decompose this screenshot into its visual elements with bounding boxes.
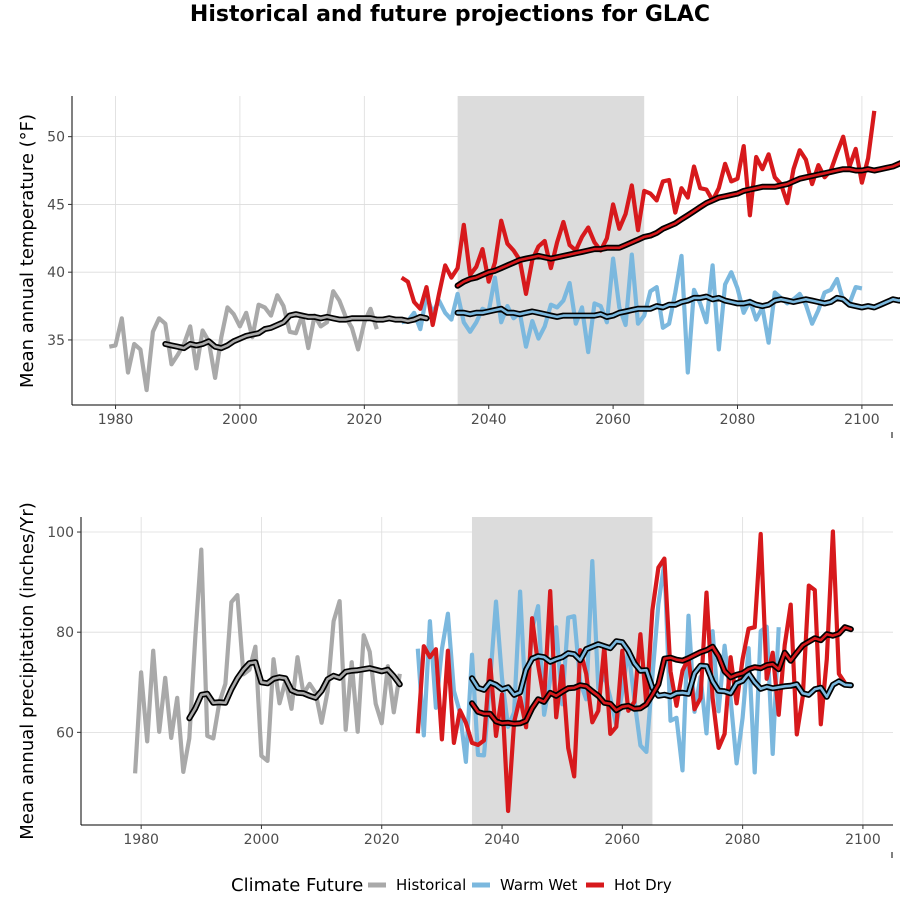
temperature-xtick-label-2000: 2000 — [222, 412, 258, 428]
temperature-xtick-label-2060: 2060 — [595, 412, 631, 428]
precipitation-xtick-label-2000: 2000 — [244, 832, 280, 848]
temperature-ytick-label-45: 45 — [47, 197, 65, 213]
precipitation-series-lines — [133, 529, 854, 814]
precipitation-warm-wet-smooth-line — [470, 639, 853, 699]
precipitation-xtick-label-2020: 2020 — [364, 832, 400, 848]
legend-label-hot-dry: Hot Dry — [614, 876, 672, 894]
temperature-panel: 1980 2000 2020 2040 2060 2080 2100 35 40 45 50 Mea… — [17, 96, 900, 438]
temperature-xtick-label-2040: 2040 — [471, 412, 507, 428]
temperature-ytick-label-35: 35 — [47, 333, 65, 349]
temperature-xtick-label-2080: 2080 — [720, 412, 756, 428]
precipitation-axes — [77, 517, 893, 858]
precipitation-ytick-label-60: 60 — [56, 725, 74, 741]
temperature-xtick-label-1980: 1980 — [98, 412, 134, 428]
precipitation-ytick-label-80: 80 — [56, 625, 74, 641]
precipitation-xtick-label-2100: 2100 — [845, 832, 881, 848]
temperature-xtick-label-2020: 2020 — [347, 412, 383, 428]
temperature-hot-dry-line — [400, 110, 877, 328]
temperature-historical-smooth-line — [164, 312, 428, 350]
precipitation-ytick-label-100: 100 — [47, 525, 74, 541]
chart-title: Historical and future projections for GL… — [190, 2, 710, 27]
temperature-warm-wet-smooth-line — [456, 295, 900, 319]
temperature-series-lines — [108, 110, 900, 393]
temperature-historical-line — [108, 289, 379, 393]
precipitation-xtick-label-2060: 2060 — [605, 832, 641, 848]
legend-item-historical: Historical — [368, 876, 466, 894]
temperature-tick-labels: 1980 2000 2020 2040 2060 2080 2100 35 40 45 50 — [47, 130, 880, 428]
temperature-ytick-label-50: 50 — [47, 130, 65, 146]
precipitation-historical-line — [133, 547, 402, 775]
temperature-xtick-label-2100: 2100 — [844, 412, 880, 428]
legend: Climate Future Historical Warm Wet Hot D… — [231, 875, 672, 896]
legend-label-warm-wet: Warm Wet — [500, 876, 578, 894]
legend-label-historical: Historical — [396, 876, 466, 894]
legend-title: Climate Future — [231, 875, 363, 896]
precipitation-hot-dry-smooth-line — [470, 625, 853, 726]
precipitation-y-axis-label: Mean annual precipitation (inches/Yr) — [17, 502, 38, 840]
precipitation-panel: 1980 2000 2020 2040 2060 2080 2100 60 80 100 Mean… — [17, 502, 893, 858]
temperature-ytick-label-40: 40 — [47, 265, 65, 281]
legend-item-hot-dry: Hot Dry — [586, 876, 672, 894]
precipitation-tick-labels: 1980 2000 2020 2040 2060 2080 2100 60 80 100 — [47, 525, 880, 848]
precipitation-historical-smooth-line — [188, 660, 402, 720]
temperature-y-axis-label: Mean annual temperature (°F) — [17, 114, 38, 388]
temperature-axes — [68, 96, 893, 438]
precipitation-xtick-label-2040: 2040 — [484, 832, 520, 848]
precipitation-xtick-label-2080: 2080 — [725, 832, 761, 848]
legend-item-warm-wet: Warm Wet — [472, 876, 578, 894]
precipitation-xtick-label-1980: 1980 — [123, 832, 159, 848]
temperature-hot-dry-smooth-line — [456, 162, 900, 288]
